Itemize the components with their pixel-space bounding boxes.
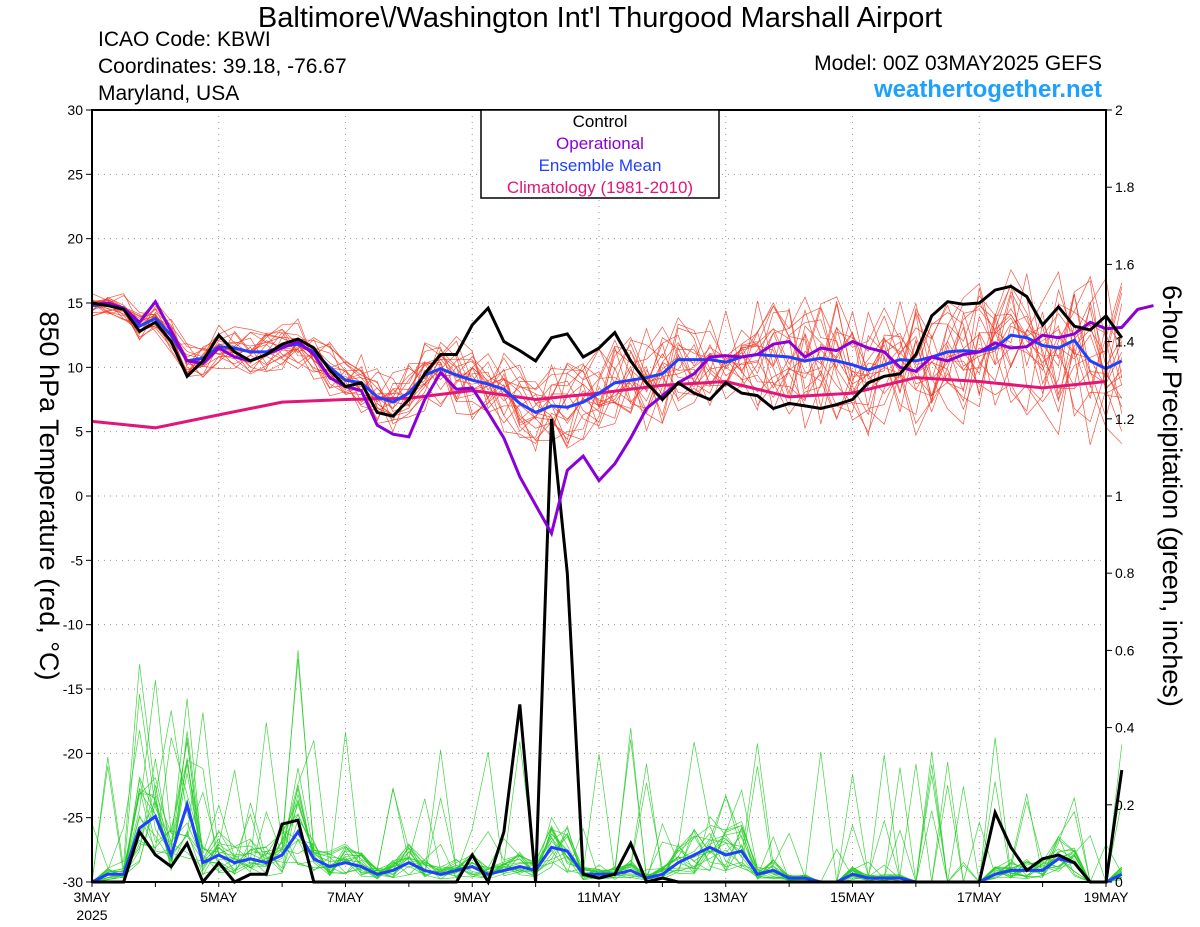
icao-code: ICAO Code: KBWI xyxy=(98,28,271,51)
temp-member-line xyxy=(91,273,1123,441)
y-tick-label: 25 xyxy=(67,166,83,182)
y-tick-label: -15 xyxy=(63,681,83,697)
legend-entry: Climatology (1981-2010) xyxy=(507,178,693,197)
y-tick-label: 30 xyxy=(67,102,83,118)
x-tick-label: 11MAY xyxy=(577,889,621,905)
x-tick-label: 7MAY xyxy=(327,889,365,905)
x-tick-label: 9MAY xyxy=(454,889,492,905)
precip-member-line xyxy=(91,650,1122,883)
precip-member-line xyxy=(91,710,1122,883)
legend-entry: Control xyxy=(573,112,628,131)
x-tick-label: 13MAY xyxy=(703,889,749,905)
model-run: Model: 00Z 03MAY2025 GEFS xyxy=(814,52,1102,75)
temp-member-line xyxy=(91,294,1123,433)
x-tick-label: 5MAY xyxy=(200,889,238,905)
y-tick-label: -20 xyxy=(63,745,83,761)
x-year-label: 2025 xyxy=(76,907,107,923)
y2-tick-label: 1.8 xyxy=(1115,179,1135,195)
y-tick-label: -5 xyxy=(71,552,84,568)
temp-control-line xyxy=(91,284,1124,418)
temp-operational-line xyxy=(91,298,1154,538)
y-axis-title: 850 hPa Temperature (red, °C) xyxy=(34,312,64,681)
temp-members xyxy=(91,268,1123,453)
legend-box xyxy=(480,109,720,199)
axes: 302520151050-5-10-15-20-25-3021.81.61.41… xyxy=(34,102,1187,923)
series-lines xyxy=(91,284,1154,886)
y-tick-label: -10 xyxy=(63,617,83,633)
precip-member-line xyxy=(91,737,1123,883)
temp-member-line xyxy=(91,287,1123,437)
y-tick-label: 0 xyxy=(75,488,83,504)
temp-member-line xyxy=(91,270,1123,449)
y-tick-label: -25 xyxy=(63,810,83,826)
legend-entry: Operational xyxy=(556,134,644,153)
y2-axis-title: 6-hour Precipitation (green, inches) xyxy=(1157,285,1187,707)
legend-entry: Ensemble Mean xyxy=(539,156,662,175)
y-tick-label: 10 xyxy=(67,359,83,375)
y2-tick-label: 2 xyxy=(1115,102,1123,118)
chart-title: Baltimore\/Washington Int'l Thurgood Mar… xyxy=(257,2,943,34)
y2-tick-label: 0.2 xyxy=(1115,797,1135,813)
site-link[interactable]: weathertogether.net xyxy=(873,76,1102,103)
precip-member-line xyxy=(91,753,1123,883)
precip-members xyxy=(91,650,1123,883)
y2-tick-label: 0 xyxy=(1115,874,1123,890)
precip-member-line xyxy=(91,722,1122,883)
temp-member-line xyxy=(91,301,1123,444)
grid xyxy=(92,110,1106,882)
y-tick-label: 20 xyxy=(67,231,83,247)
temp-member-line xyxy=(91,277,1123,429)
y2-tick-label: 1.6 xyxy=(1115,256,1135,272)
x-tick-label: 17MAY xyxy=(957,889,1003,905)
x-tick-label: 15MAY xyxy=(830,889,876,905)
y2-tick-label: 1.2 xyxy=(1115,411,1135,427)
x-tick-label: 19MAY xyxy=(1084,889,1130,905)
temp-member-line xyxy=(91,302,1123,445)
y-tick-label: 5 xyxy=(75,424,83,440)
y2-tick-label: 0.4 xyxy=(1115,720,1135,736)
y-tick-label: -30 xyxy=(63,874,83,890)
legend: Control Operational Ensemble Mean Climatolo… xyxy=(480,109,720,199)
precip-member-line xyxy=(91,751,1122,883)
temp-member-line xyxy=(91,284,1123,438)
y2-tick-label: 0.6 xyxy=(1115,642,1135,658)
plot-frame xyxy=(91,109,1107,883)
y2-tick-label: 1 xyxy=(1115,488,1123,504)
region: Maryland, USA xyxy=(98,82,240,105)
temp-member-line xyxy=(91,282,1123,420)
coordinates: Coordinates: 39.18, -76.67 xyxy=(98,55,347,78)
x-tick-label: 3MAY xyxy=(73,889,111,905)
temp-mean-line xyxy=(91,302,1123,415)
y2-tick-label: 0.8 xyxy=(1115,565,1135,581)
y2-tick-label: 1.4 xyxy=(1115,334,1135,350)
precip-member-line xyxy=(91,680,1122,883)
y-tick-label: 15 xyxy=(67,295,83,311)
temp-member-line xyxy=(91,282,1123,413)
